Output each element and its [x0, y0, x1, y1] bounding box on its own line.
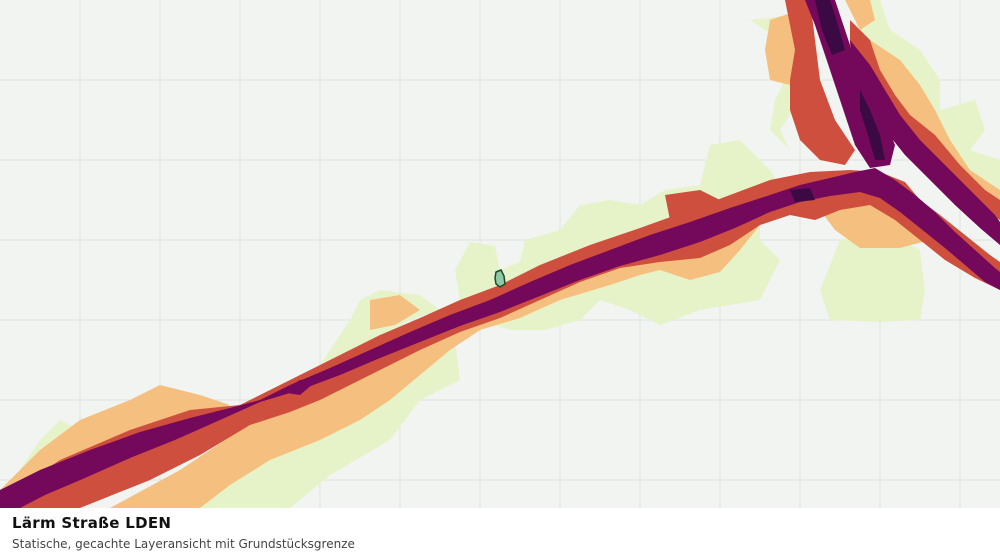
map-view[interactable]: [0, 0, 1000, 508]
noise-band-3: [0, 0, 1000, 508]
layer-subtitle: Statische, gecachte Layeransicht mit Gru…: [12, 537, 355, 551]
parcel-boundary[interactable]: [494, 269, 506, 288]
layer-title: Lärm Straße LDEN: [12, 514, 172, 532]
noise-map: [0, 0, 1000, 508]
layer-caption: Lärm Straße LDEN Statische, gecachte Lay…: [0, 508, 1000, 560]
noise-band-5: [790, 0, 885, 202]
